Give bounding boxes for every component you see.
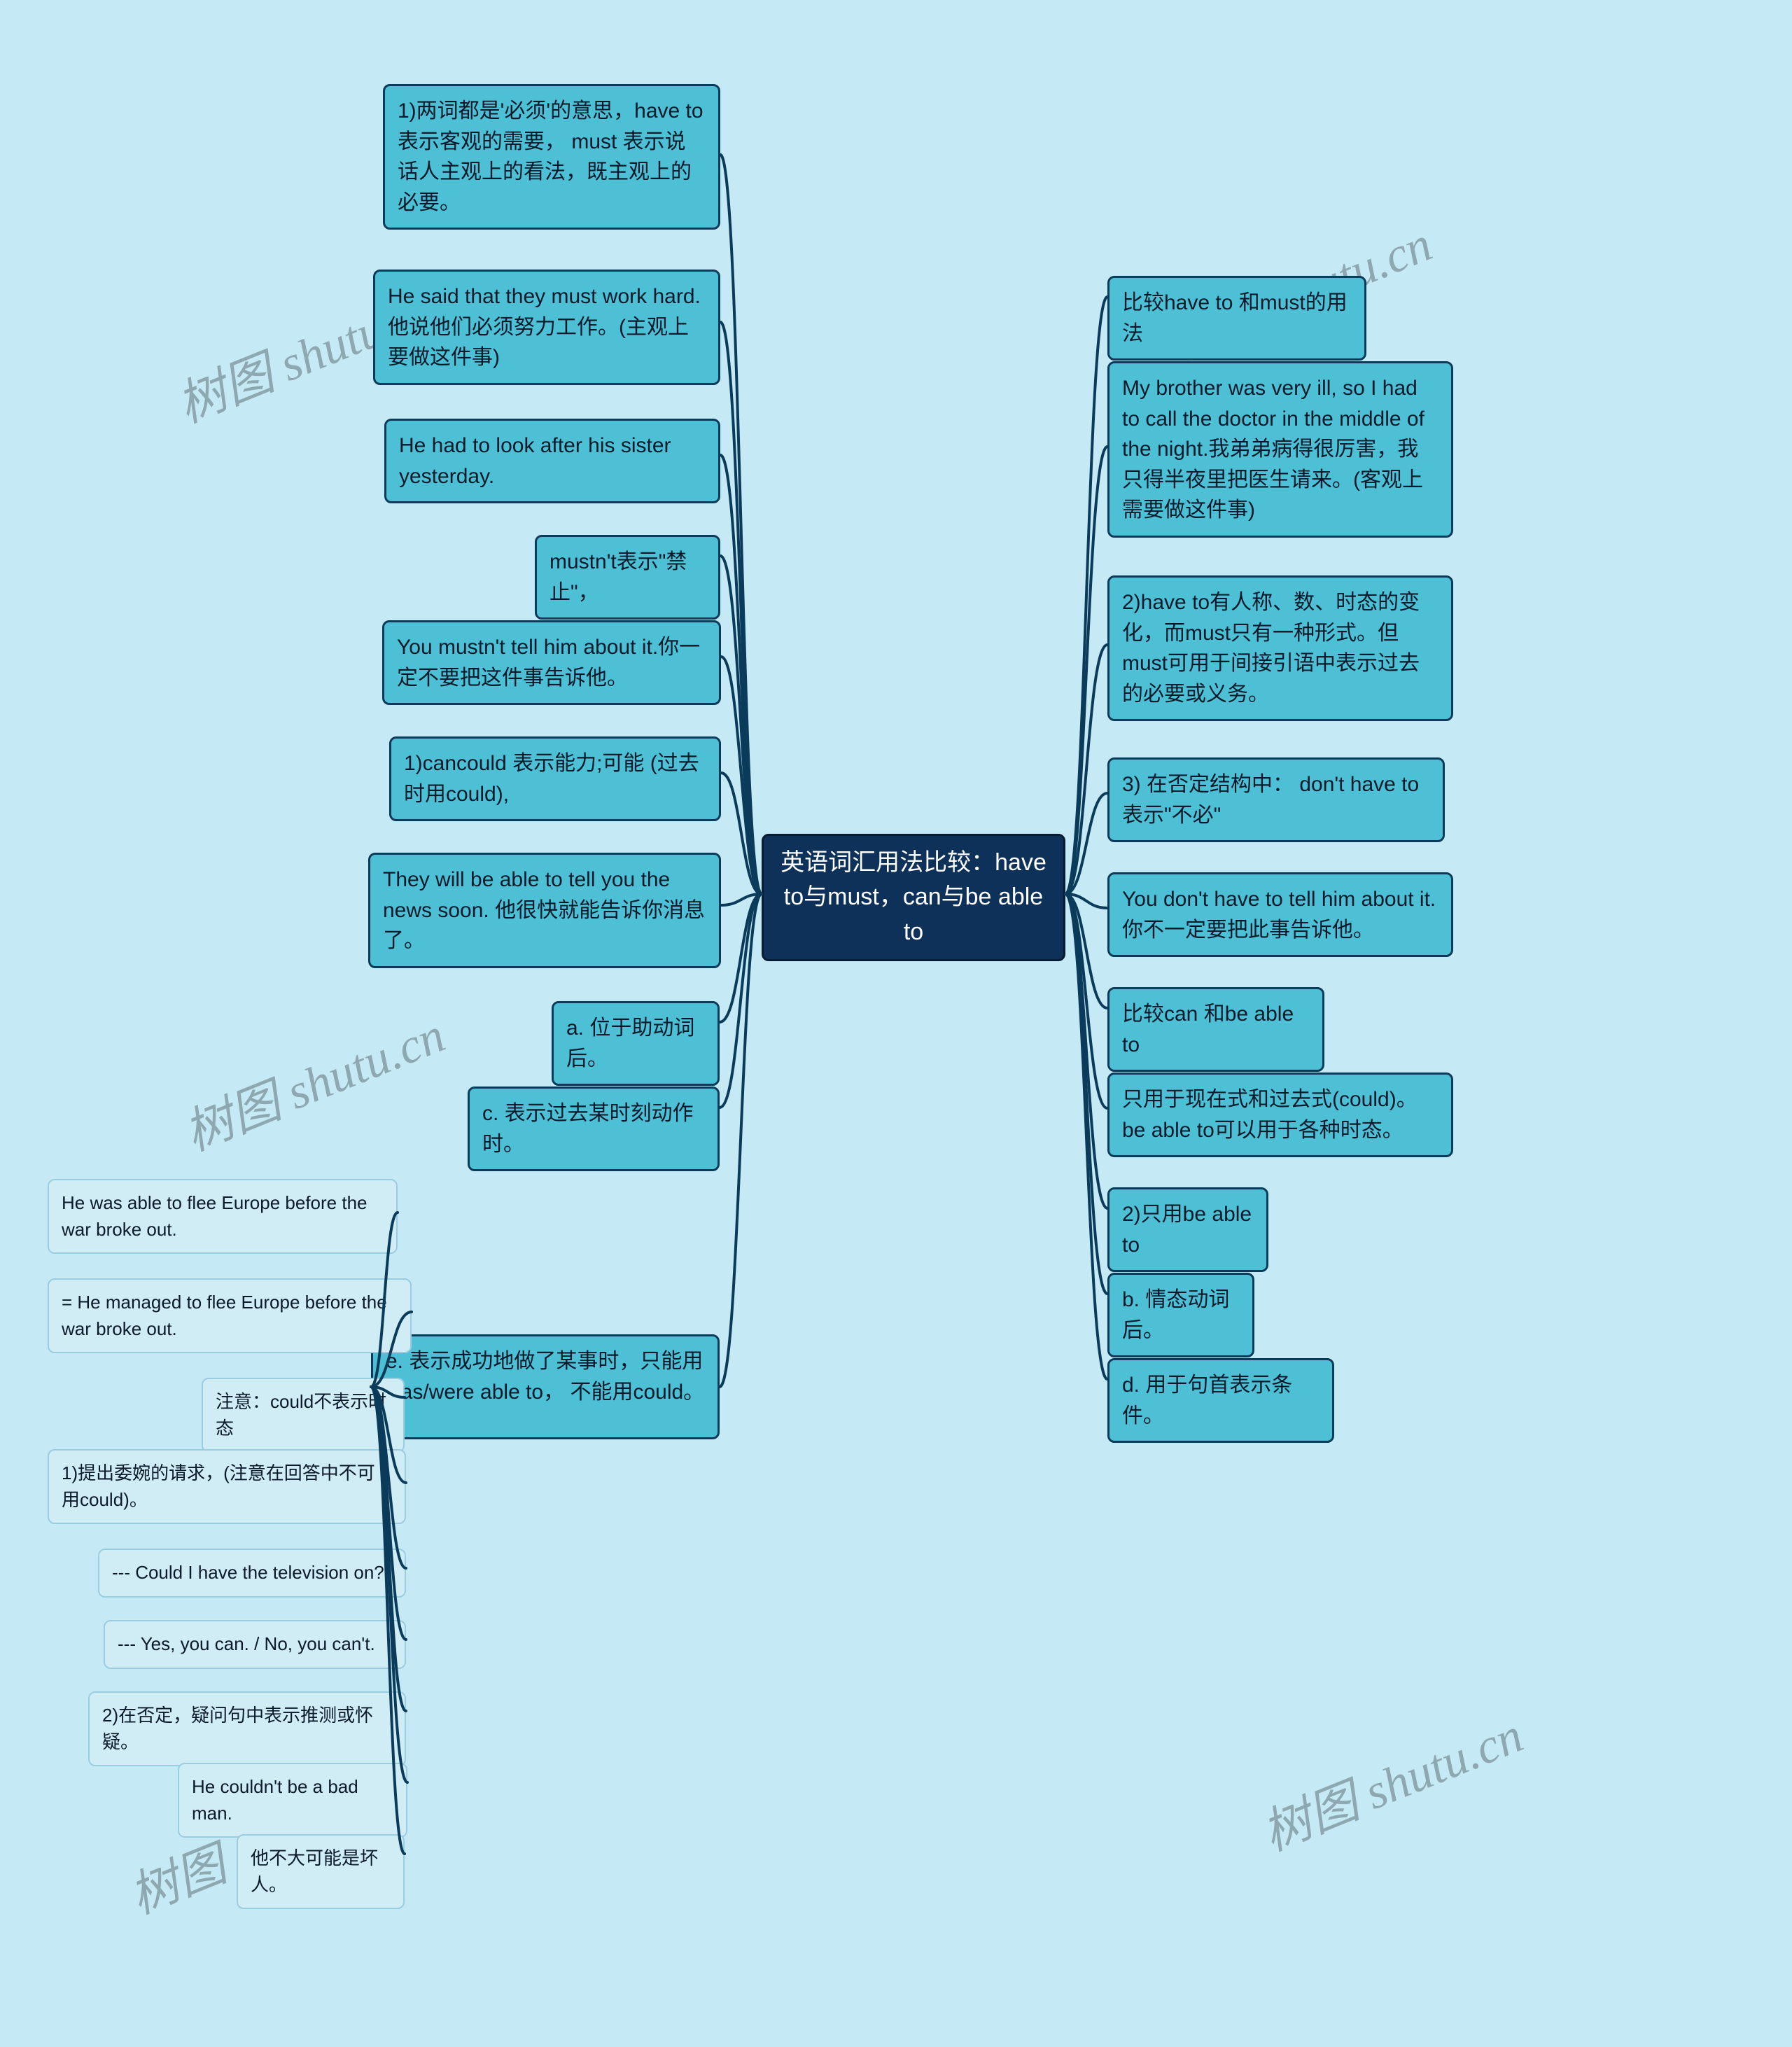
node-S4[interactable]: 1)提出委婉的请求，(注意在回答中不可用could)。 bbox=[48, 1449, 406, 1524]
node-L5[interactable]: You mustn't tell him about it.你一定不要把这件事告… bbox=[382, 620, 721, 705]
mindmap-canvas: 树图 shutu.cn树图 shutu.cnshutu树图 shutu.cn树图… bbox=[0, 0, 1792, 2047]
node-S9[interactable]: 他不大可能是坏人。 bbox=[237, 1834, 405, 1909]
node-S3[interactable]: 注意：could不表示时态 bbox=[202, 1378, 405, 1453]
node-L8[interactable]: a. 位于助动词后。 bbox=[552, 1001, 720, 1086]
node-S2[interactable]: = He managed to flee Europe before the w… bbox=[48, 1278, 412, 1353]
node-S6[interactable]: --- Yes, you can. / No, you can't. bbox=[104, 1620, 406, 1669]
node-R4[interactable]: 3) 在否定结构中： don't have to 表示"不必" bbox=[1107, 757, 1445, 842]
node-S8[interactable]: He couldn't be a bad man. bbox=[178, 1763, 407, 1838]
watermark-3: 树图 shutu.cn bbox=[172, 996, 454, 1165]
node-R2[interactable]: My brother was very ill, so I had to cal… bbox=[1107, 361, 1453, 538]
center-node[interactable]: 英语词汇用法比较：have to与must，can与be able to bbox=[762, 834, 1065, 961]
node-R1[interactable]: 比较have to 和must的用法 bbox=[1107, 276, 1366, 361]
node-R5[interactable]: You don't have to tell him about it. 你不一… bbox=[1107, 872, 1453, 957]
node-L6[interactable]: 1)cancould 表示能力;可能 (过去时用could), bbox=[389, 736, 721, 821]
node-R7[interactable]: 只用于现在式和过去式(could)。be able to可以用于各种时态。 bbox=[1107, 1073, 1453, 1157]
node-S7[interactable]: 2)在否定，疑问句中表示推测或怀疑。 bbox=[88, 1691, 406, 1766]
node-L9[interactable]: c. 表示过去某时刻动作时。 bbox=[468, 1087, 720, 1171]
node-L7[interactable]: They will be able to tell you the news s… bbox=[368, 853, 721, 968]
node-L10[interactable]: e. 表示成功地做了某事时，只能用was/were able to， 不能用co… bbox=[371, 1334, 720, 1439]
node-R3[interactable]: 2)have to有人称、数、时态的变化，而must只有一种形式。但must可用… bbox=[1107, 575, 1453, 721]
watermark-5: 树图 shutu.cn bbox=[1250, 1696, 1532, 1865]
node-R8[interactable]: 2)只用be able to bbox=[1107, 1187, 1268, 1272]
node-R6[interactable]: 比较can 和be able to bbox=[1107, 987, 1324, 1072]
node-S5[interactable]: --- Could I have the television on? bbox=[98, 1549, 406, 1598]
node-L3[interactable]: He had to look after his sister yesterda… bbox=[384, 419, 720, 503]
node-R10[interactable]: d. 用于句首表示条件。 bbox=[1107, 1358, 1334, 1443]
node-L2[interactable]: He said that they must work hard. 他说他们必须… bbox=[373, 270, 720, 385]
node-L1[interactable]: 1)两词都是'必须'的意思，have to 表示客观的需要， must 表示说话… bbox=[383, 84, 720, 230]
node-L4[interactable]: mustn't表示"禁止"， bbox=[535, 535, 720, 620]
node-S1[interactable]: He was able to flee Europe before the wa… bbox=[48, 1179, 398, 1254]
node-R9[interactable]: b. 情态动词后。 bbox=[1107, 1273, 1254, 1357]
